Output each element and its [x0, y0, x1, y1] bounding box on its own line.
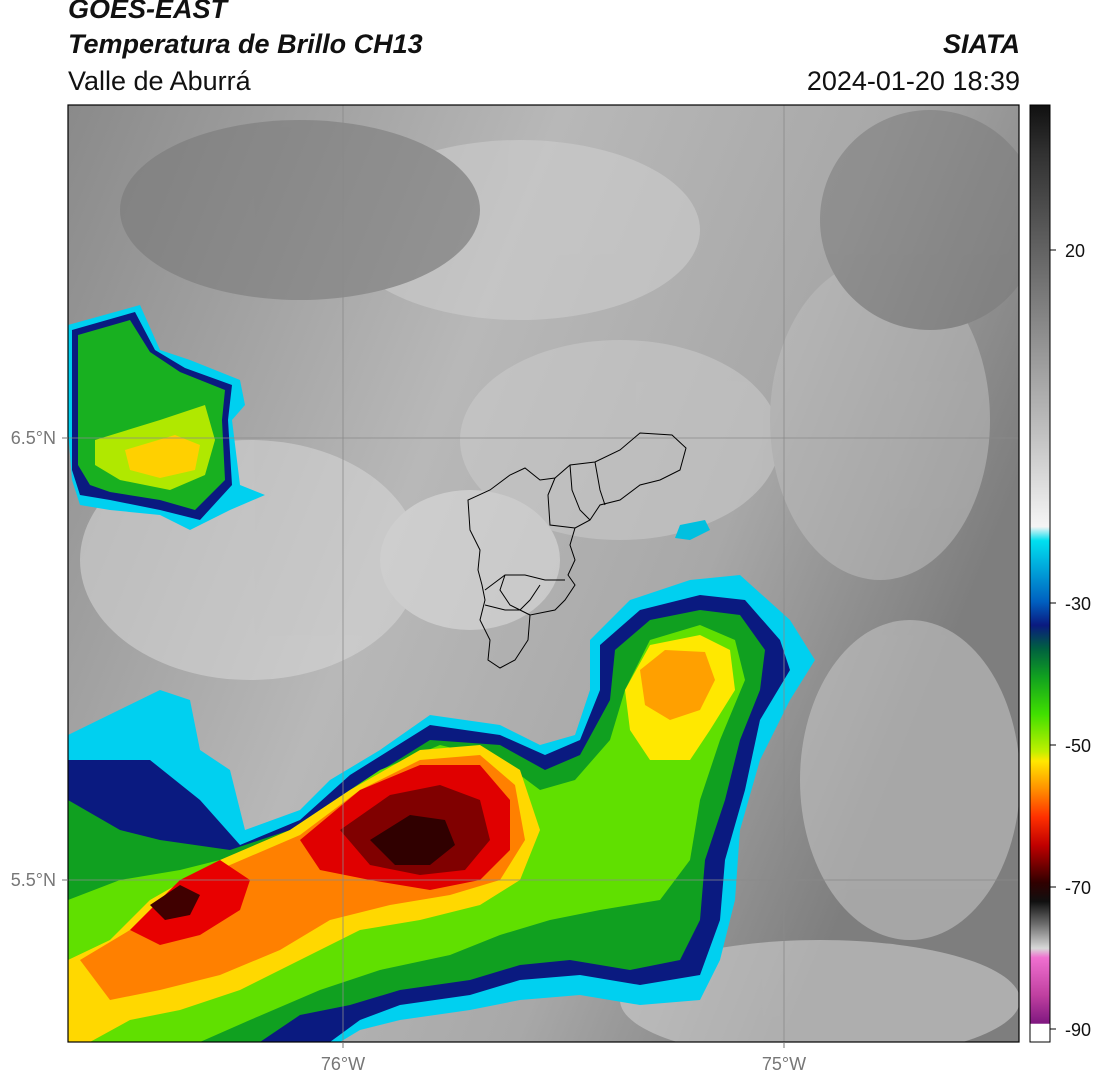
organization-label: SIATA	[943, 29, 1020, 59]
valle-de-aburra-boundary	[467, 432, 687, 669]
colorbar-tick-minus70: -70	[1065, 878, 1091, 898]
product-title: Temperatura de Brillo CH13	[68, 29, 423, 59]
colorbar-tick-minus50: -50	[1065, 736, 1091, 756]
lat-tick-5.5: 5.5°N	[11, 870, 56, 890]
colorbar-tick-minus90: -90	[1065, 1020, 1091, 1040]
region-subtitle: Valle de Aburrá	[68, 66, 251, 96]
satellite-title: GOES-EAST	[68, 0, 228, 24]
small-cloud-east	[675, 520, 710, 540]
map-area	[68, 105, 1019, 1042]
gridlines	[68, 105, 1019, 1042]
colorbar-ramp	[1029, 104, 1051, 1043]
cloud-northwest	[68, 305, 265, 530]
colorbar-tick-minus30: -30	[1065, 594, 1091, 614]
datetime-label: 2024-01-20 18:39	[806, 66, 1020, 96]
colorbar-tick-20: 20	[1065, 241, 1085, 261]
map-frame	[67, 104, 1020, 1043]
colorbar: 20 -30 -50 -70 -90	[1029, 104, 1091, 1043]
axis-ticks	[62, 437, 785, 1048]
convective-system	[68, 575, 815, 1042]
lon-tick-76: 76°W	[321, 1054, 365, 1074]
lat-tick-6.5: 6.5°N	[11, 428, 56, 448]
lon-tick-75: 75°W	[762, 1054, 806, 1074]
